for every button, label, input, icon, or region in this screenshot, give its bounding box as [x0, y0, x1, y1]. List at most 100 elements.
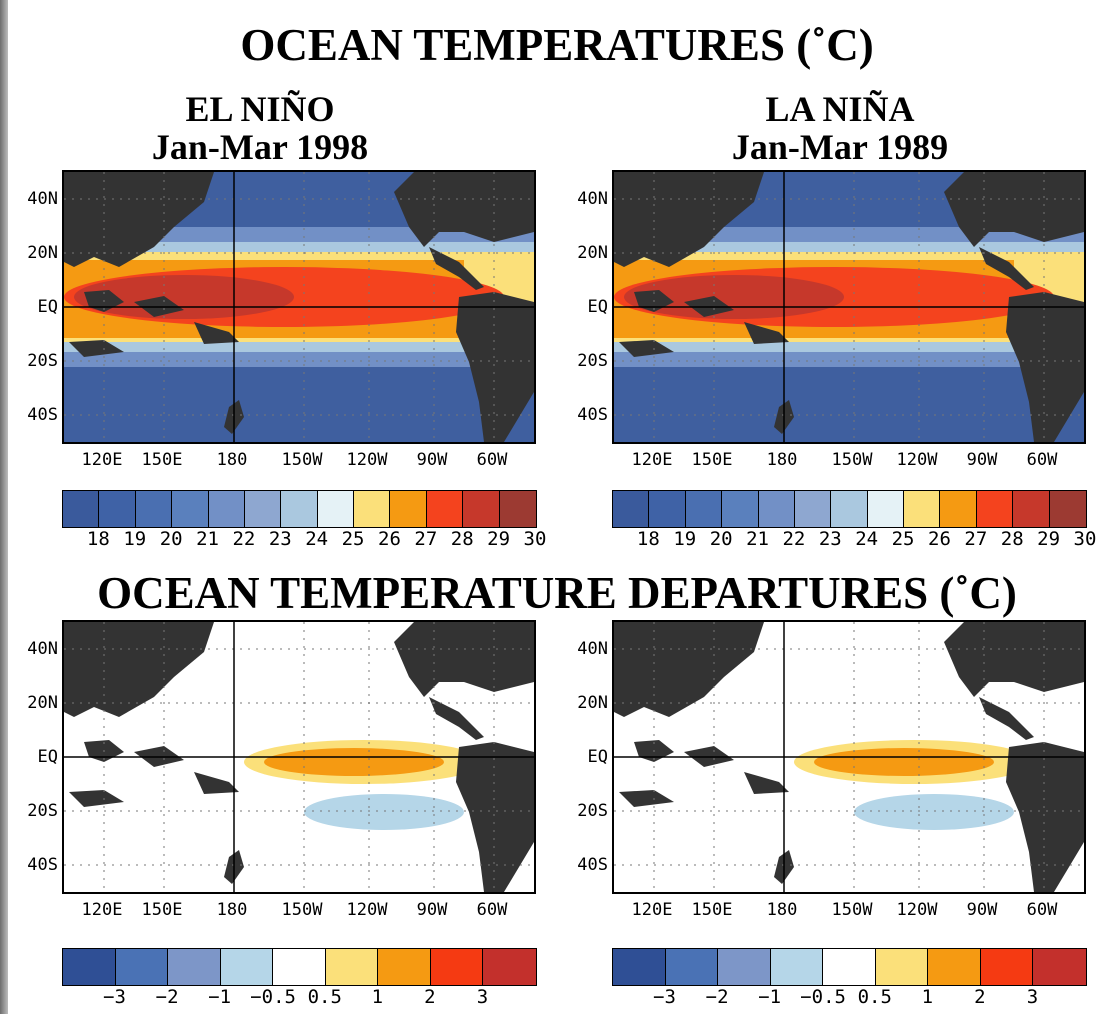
el-nino-temp-south-america-landmass	[456, 292, 534, 442]
colorbar-label: −1	[758, 986, 782, 1008]
colorbar-label: 28	[1000, 528, 1024, 550]
lon-label: 150E	[691, 900, 733, 920]
colorbar-label: 19	[123, 528, 147, 550]
lon-label: 150W	[831, 450, 873, 470]
lat-label: 20N	[27, 693, 58, 713]
colorbar-swatch	[378, 949, 431, 985]
lat-label: 20N	[577, 243, 608, 263]
el-nino-temp-warm-core	[74, 275, 294, 319]
lat-label: 40N	[27, 189, 58, 209]
colorbar-swatch	[1013, 491, 1050, 527]
lat-label: 20N	[577, 693, 608, 713]
lon-label: 90W	[416, 450, 448, 470]
colorbar-label: 29	[1037, 528, 1061, 550]
el-nino-title: EL NIÑO Jan-Mar 1998	[110, 90, 410, 166]
la-nina-temp-asia-landmass	[614, 172, 764, 267]
colorbar-label: 21	[196, 528, 219, 550]
el-nino-anom-south-america-landmass	[456, 742, 534, 892]
colorbar-swatch	[63, 491, 100, 527]
la-nina-temp-warm-core	[624, 275, 844, 319]
lon-label: 150E	[691, 450, 733, 470]
colorbar-swatch	[831, 491, 868, 527]
lat-label: 20S	[577, 801, 608, 821]
colorbar-swatch	[758, 491, 795, 527]
la-nina-anom-south-america-landmass	[1006, 742, 1084, 892]
colorbar-swatch	[168, 949, 221, 985]
colorbar-swatch	[685, 491, 723, 527]
el-nino-anom-anomaly-2	[264, 748, 444, 776]
lat-label: EQ	[37, 297, 58, 317]
lat-label: EQ	[587, 747, 608, 767]
colorbar-label: 27	[964, 528, 988, 550]
colorbar-label: 20	[159, 528, 183, 550]
window-edge-strip	[0, 0, 8, 1014]
colorbar-label: 22	[232, 528, 256, 550]
lat-label: 20S	[577, 351, 608, 371]
colorbar-label: 28	[450, 528, 474, 550]
departure-colorbar-la-nina	[612, 948, 1087, 986]
colorbar-swatch	[317, 491, 354, 527]
colorbar-swatch	[463, 491, 500, 527]
la-nina-title: LA NIÑA Jan-Mar 1989	[690, 90, 990, 166]
colorbar-swatch	[722, 491, 759, 527]
lat-label: 40N	[577, 639, 608, 659]
lat-label: 40N	[577, 189, 608, 209]
colorbar-label: 18	[636, 528, 660, 550]
colorbar-label: 1	[371, 986, 384, 1008]
colorbar-swatch	[135, 491, 173, 527]
colorbar-label: 19	[673, 528, 697, 550]
la-nina-departure-map	[612, 620, 1086, 894]
colorbar-label: −0.5	[800, 986, 846, 1008]
lon-label: 180	[216, 450, 248, 470]
la-nina-anom-north-america-landmass	[944, 622, 1084, 697]
lat-label: 40S	[27, 855, 58, 875]
colorbar-label: 24	[855, 528, 879, 550]
lat-label: EQ	[587, 297, 608, 317]
colorbar-label: 0.5	[307, 986, 342, 1008]
lon-label: 120E	[81, 900, 123, 920]
colorbar-swatch	[244, 491, 282, 527]
colorbar-label: 21	[746, 528, 769, 550]
colorbar-label: 29	[487, 528, 511, 550]
colorbar-swatch	[613, 491, 650, 527]
bottom-title: OCEAN TEMPERATURE DEPARTURES (˚C)	[97, 568, 1017, 618]
temperature-colorbar-el-nino	[62, 490, 537, 528]
el-nino-departure-map	[62, 620, 536, 894]
colorbar-label: 1	[921, 986, 934, 1008]
lon-label: 120W	[346, 450, 388, 470]
lon-label: 150E	[141, 450, 183, 470]
la-nina-anom-anomaly-3	[854, 794, 1014, 830]
colorbar-swatch	[1049, 491, 1086, 527]
lat-label: EQ	[37, 747, 58, 767]
lat-label: 20N	[27, 243, 58, 263]
lat-label: 40N	[27, 639, 58, 659]
colorbar-swatch	[613, 949, 666, 985]
colorbar-label: −3	[103, 986, 126, 1008]
lon-label: 150W	[281, 450, 323, 470]
la-nina-anom-asia-landmass	[614, 622, 764, 717]
colorbar-swatch	[823, 949, 876, 985]
colorbar-swatch	[499, 491, 536, 527]
el-nino-temp-north-america-landmass	[394, 172, 534, 247]
lon-label: 90W	[966, 450, 998, 470]
colorbar-label: −2	[705, 986, 729, 1008]
colorbar-swatch	[281, 491, 318, 527]
colorbar-label: 3	[476, 986, 489, 1008]
colorbar-label: −2	[155, 986, 179, 1008]
colorbar-swatch	[390, 491, 427, 527]
lon-label: 120W	[896, 450, 938, 470]
colorbar-swatch	[904, 491, 941, 527]
lon-label: 60W	[476, 900, 508, 920]
la-nina-name: LA NIÑA	[765, 89, 915, 129]
lon-label: 120E	[631, 900, 673, 920]
lon-label: 180	[216, 900, 248, 920]
el-nino-temperature-map	[62, 170, 536, 444]
el-nino-temp-asia-landmass	[64, 172, 214, 267]
colorbar-swatch	[1033, 949, 1086, 985]
colorbar-label: 30	[1073, 528, 1097, 550]
colorbar-label: 24	[305, 528, 329, 550]
lat-label: 20S	[27, 801, 58, 821]
lon-label: 120E	[81, 450, 123, 470]
colorbar-swatch	[99, 491, 136, 527]
colorbar-label: −0.5	[250, 986, 296, 1008]
